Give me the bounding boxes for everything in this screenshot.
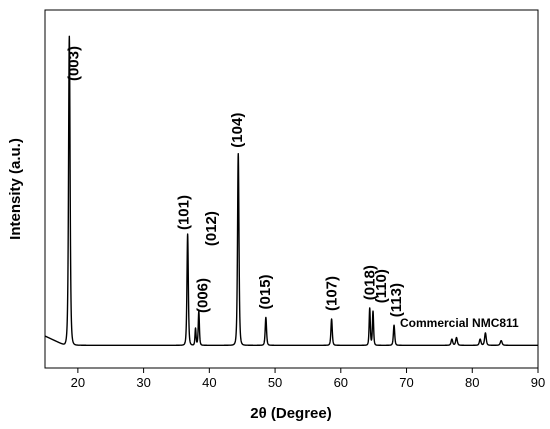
- x-tick-label: 30: [136, 375, 150, 390]
- peak-label: (113): [388, 283, 405, 317]
- peak-label: (101): [176, 195, 193, 230]
- peak-label: (015): [257, 274, 274, 309]
- plot-frame: [44, 9, 539, 369]
- x-tick-label: 70: [399, 375, 413, 390]
- peak-label: (110): [373, 269, 390, 303]
- x-tick-label: 20: [71, 375, 85, 390]
- peak-label: (003): [65, 46, 82, 81]
- x-tick-label: 80: [465, 375, 479, 390]
- peak-label: (104): [229, 113, 246, 148]
- peak-label: (107): [324, 276, 341, 311]
- x-tick-label: 40: [202, 375, 216, 390]
- peak-label: (018): [362, 265, 379, 300]
- peak-label: (006): [195, 278, 212, 313]
- x-tick-label: 50: [268, 375, 282, 390]
- peak-label: (012): [203, 211, 220, 246]
- y-axis-title: Intensity (a.u.): [7, 138, 24, 240]
- x-axis-ticks: [77, 368, 539, 373]
- x-tick-label: 60: [334, 375, 348, 390]
- series-line-commercial-nmc811: [44, 35, 539, 346]
- peak-labels: (003) (101) (006) (012) (104) (015) (107) (018)…: [65, 46, 405, 317]
- x-axis-title: 2θ (Degree): [250, 405, 331, 422]
- x-axis-tick-labels: 20 30 40 50 60 70 80 90: [71, 375, 546, 390]
- series-label: Commercial NMC811: [400, 316, 519, 330]
- x-tick-label: 90: [531, 375, 545, 390]
